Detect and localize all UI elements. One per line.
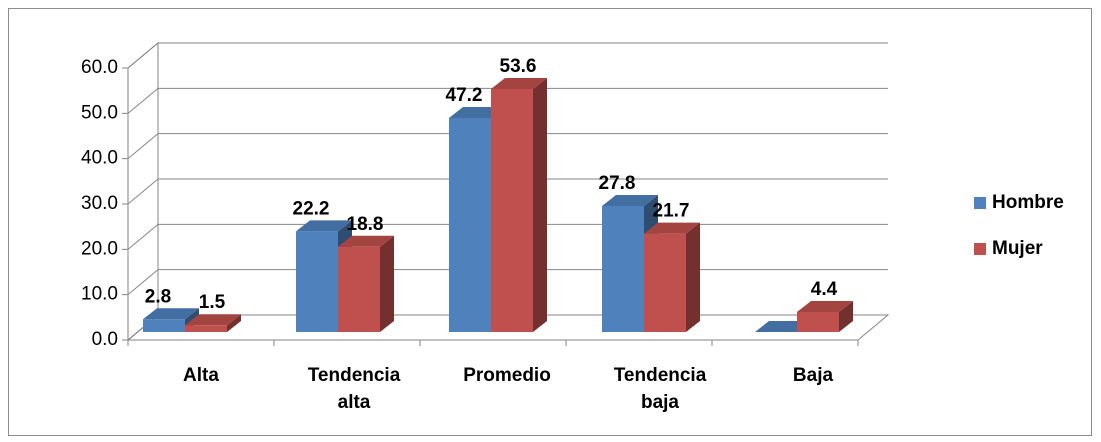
data-label: 18.8 — [347, 214, 384, 235]
grid-line — [127, 42, 888, 69]
legend-swatch — [974, 243, 986, 255]
y-tick-label: 60.0 — [81, 57, 118, 78]
data-label: 2.8 — [145, 286, 171, 307]
bar-side — [533, 78, 547, 332]
x-tick-label: Tendencia alta — [307, 365, 401, 413]
y-tick-label: 20.0 — [81, 238, 118, 259]
data-label: 21.7 — [653, 201, 690, 222]
bar-front — [602, 205, 644, 332]
x-tick-label: Baja — [792, 365, 834, 386]
data-label: 53.6 — [500, 56, 537, 77]
bar-front — [296, 231, 338, 332]
grid-line — [127, 133, 888, 160]
data-label: 27.8 — [599, 173, 636, 194]
bar — [644, 222, 700, 332]
x-tick-label: Tendencia baja — [613, 365, 707, 413]
bar-top — [143, 308, 199, 320]
legend-label: Mujer — [992, 238, 1043, 259]
bar-top — [644, 222, 700, 234]
bar-front — [449, 118, 491, 332]
y-tick-label: 0.0 — [92, 329, 118, 350]
bar-front — [644, 233, 686, 332]
bar-front — [143, 319, 185, 332]
bar-side — [839, 301, 853, 332]
y-tick-label: 10.0 — [81, 284, 118, 305]
data-label: 47.2 — [446, 85, 483, 106]
data-label: 1.5 — [199, 292, 226, 313]
bar — [185, 314, 241, 332]
bar-top — [185, 314, 241, 326]
y-tick-label: 40.0 — [81, 148, 118, 169]
bar-top — [797, 301, 853, 313]
bar-front — [491, 89, 533, 332]
y-tick-label: 30.0 — [81, 193, 118, 214]
bar-side — [686, 222, 700, 332]
bar-top — [491, 78, 547, 90]
bar-front — [185, 325, 227, 332]
data-label: 4.4 — [811, 279, 838, 300]
x-tick-label: Promedio — [463, 365, 551, 386]
bar-front — [338, 246, 380, 332]
bar-top — [338, 235, 394, 247]
bar-side — [380, 235, 394, 332]
bar-side — [227, 314, 241, 332]
bar-top — [602, 194, 658, 206]
grid-line — [127, 87, 888, 114]
y-tick-label: 50.0 — [81, 102, 118, 123]
grid-line — [127, 178, 888, 205]
bar-top — [296, 220, 352, 232]
legend-swatch — [974, 197, 986, 209]
data-label: 22.2 — [293, 198, 330, 219]
bar — [491, 78, 547, 332]
legend-label: Hombre — [992, 192, 1064, 213]
bar — [797, 301, 853, 332]
x-tick-label: Alta — [183, 365, 219, 386]
chart-border — [8, 8, 1092, 436]
bar — [338, 235, 394, 332]
bar-front — [797, 312, 839, 332]
